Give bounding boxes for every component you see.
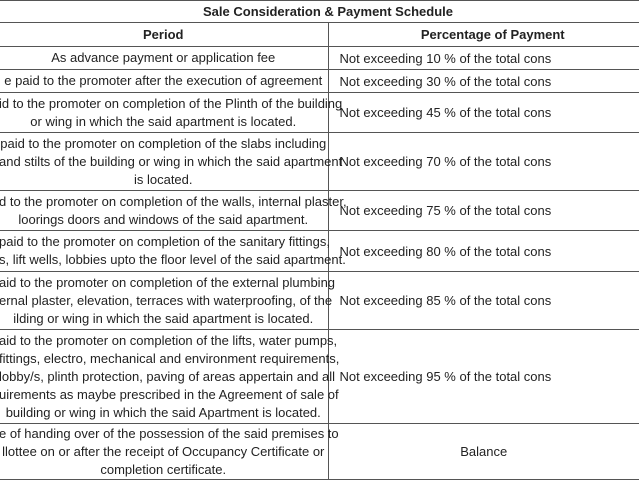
period-line: aid to the promoter on completion of the…	[0, 274, 336, 290]
period-line: and stilts of the building or wing in wh…	[0, 153, 343, 169]
period-cell: id to the promoter on completion of the …	[0, 92, 343, 133]
percentage-cell: Not exceeding 80 % of the total cons	[327, 230, 639, 272]
period-cell: As advance payment or application fee	[0, 46, 329, 70]
table-title: Sale Consideration & Payment Schedule	[0, 0, 639, 23]
period-cell: paid to the promoter on completion of th…	[0, 230, 346, 272]
period-line: is located.	[133, 171, 193, 187]
period-cell: aid to the promoter on completion of the…	[0, 271, 336, 330]
percentage-cell: Not exceeding 45 % of the total cons	[327, 92, 639, 133]
period-cell: d to the promoter on completion of the w…	[0, 190, 347, 231]
header-percentage: Percentage of Payment	[327, 22, 639, 47]
period-line: e of handing over of the possession of t…	[0, 425, 339, 441]
percentage-cell: Not exceeding 10 % of the total cons	[327, 46, 639, 70]
table-row: aid to the promoter on completion of the…	[0, 329, 639, 424]
table-row: d to the promoter on completion of the w…	[0, 190, 639, 231]
period-cell: paid to the promoter on completion of th…	[0, 132, 343, 191]
table-row: e of handing over of the possession of t…	[0, 423, 639, 480]
period-line: As advance payment or application fee	[51, 50, 276, 65]
percentage-cell: Balance	[327, 423, 639, 480]
period-line: lobby/s, plinth protection, paving of ar…	[0, 368, 336, 384]
table-row: aid to the promoter on completion of the…	[0, 271, 639, 330]
period-line: completion certificate.	[100, 461, 227, 477]
percentage-cell: Not exceeding 75 % of the total cons	[327, 190, 639, 231]
period-cell: aid to the promoter on completion of the…	[0, 329, 340, 424]
period-line: paid to the promoter on completion of th…	[0, 135, 327, 151]
period-line: or wing in which the said apartment is l…	[30, 113, 297, 129]
period-line: d to the promoter on completion of the w…	[0, 193, 347, 209]
period-line: s, lift wells, lobbies upto the floor le…	[0, 252, 346, 267]
percentage-cell: Not exceeding 85 % of the total cons	[327, 271, 639, 330]
table-row: id to the promoter on completion of the …	[0, 92, 639, 133]
percentage-cell: Not exceeding 95 % of the total cons	[327, 329, 639, 424]
period-line: paid to the promoter on completion of th…	[0, 234, 330, 249]
period-line: loorings doors and windows of the said a…	[18, 211, 309, 227]
period-line: e paid to the promoter after the executi…	[4, 73, 323, 88]
period-line: building or wing in which the said Apart…	[5, 404, 321, 420]
period-cell: e of handing over of the possession of t…	[0, 423, 339, 480]
percentage-cell: Not exceeding 70 % of the total cons	[327, 132, 639, 191]
period-line: ernal plaster, elevation, terraces with …	[0, 292, 333, 308]
period-line: llottee on or after the receipt of Occup…	[2, 443, 325, 459]
table-body: As advance payment or application fee Not…	[0, 46, 639, 480]
table-row: As advance payment or application fee Not…	[0, 46, 639, 70]
table-row: paid to the promoter on completion of th…	[0, 132, 639, 191]
table-row: e paid to the promoter after the executi…	[0, 69, 639, 93]
percentage-cell: Not exceeding 30 % of the total cons	[327, 69, 639, 93]
period-line: aid to the promoter on completion of the…	[0, 332, 338, 348]
table-row: paid to the promoter on completion of th…	[0, 230, 639, 272]
period-cell: e paid to the promoter after the executi…	[0, 69, 329, 93]
header-period: Period	[0, 22, 329, 47]
period-line: fittings, electro, mechanical and enviro…	[0, 350, 340, 366]
period-line: ilding or wing in which the said apartme…	[13, 310, 314, 326]
period-line: id to the promoter on completion of the …	[0, 95, 343, 111]
period-line: uirements as maybe prescribed in the Agr…	[0, 386, 339, 402]
